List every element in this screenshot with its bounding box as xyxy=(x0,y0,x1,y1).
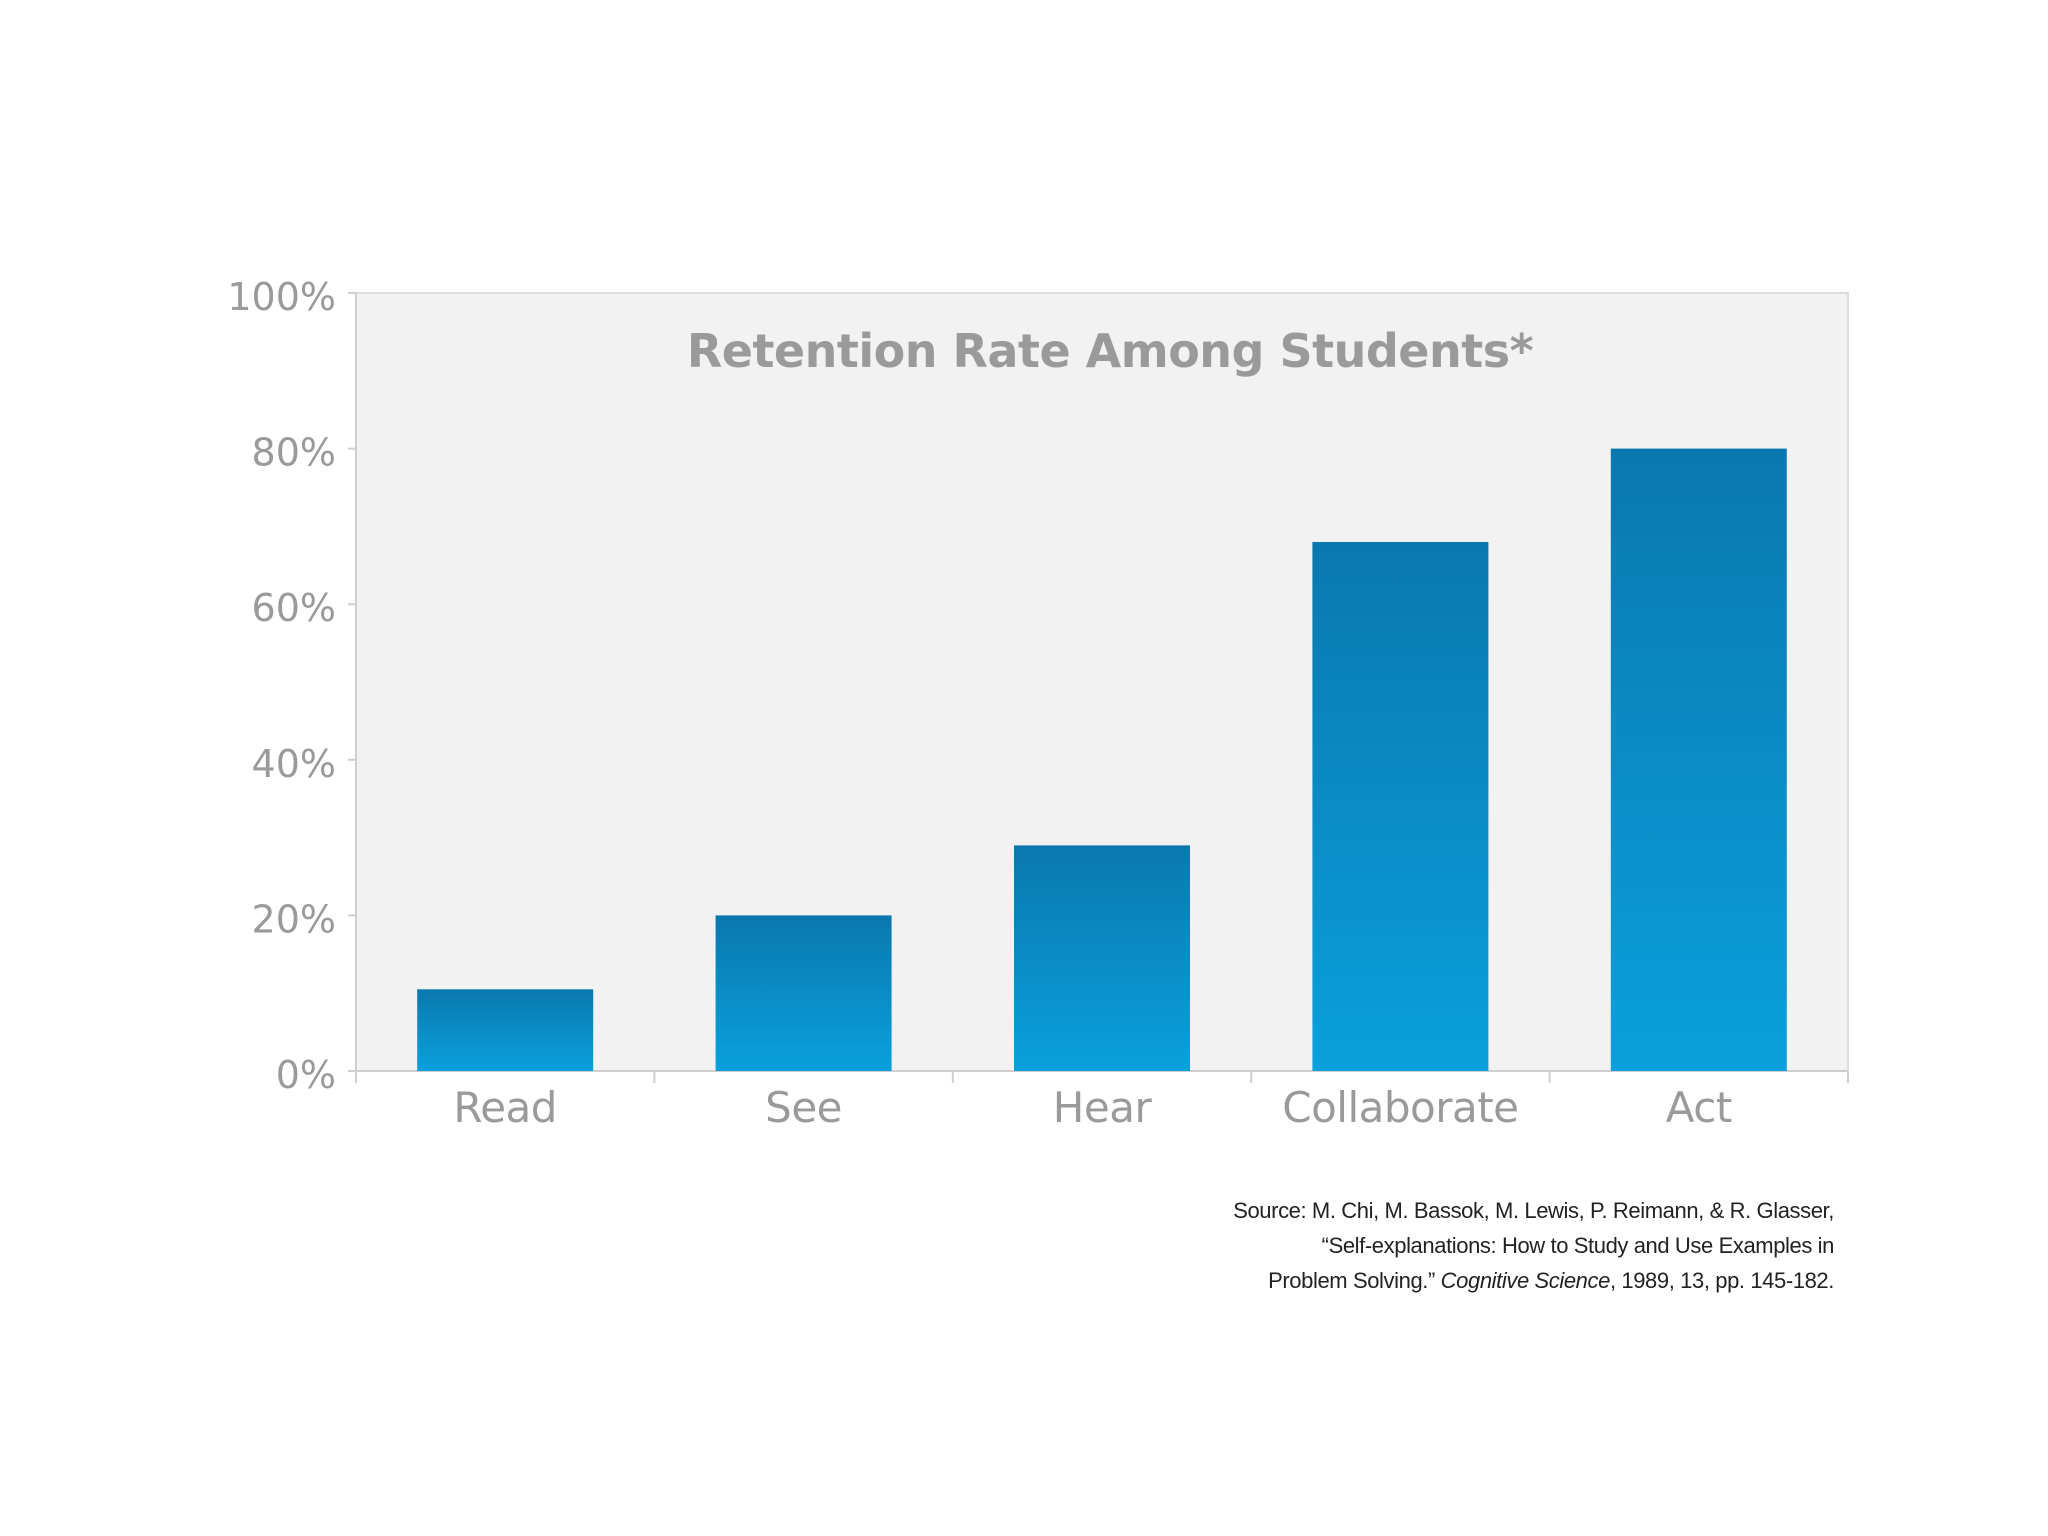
source-line-3-prefix: Problem Solving.” xyxy=(1268,1268,1435,1293)
y-axis: 0% 20% 40% 60% 80% 100% xyxy=(227,275,357,1097)
source-line-3: Problem Solving.” Cognitive Science, 198… xyxy=(1060,1263,1834,1298)
bar-series xyxy=(417,448,1787,1072)
x-tick-label-act: Act xyxy=(1666,1083,1732,1132)
y-tick-label: 0% xyxy=(276,1053,336,1097)
bar-see xyxy=(715,915,892,1071)
y-tick-label: 100% xyxy=(227,275,336,319)
y-tick-label: 20% xyxy=(252,897,336,941)
bar-hear xyxy=(1014,845,1190,1071)
source-line-1: Source: M. Chi, M. Bassok, M. Lewis, P. … xyxy=(1233,1198,1834,1223)
y-tick-label: 80% xyxy=(252,431,336,475)
bar-collaborate xyxy=(1312,541,1489,1071)
y-tick-label: 40% xyxy=(252,742,336,786)
x-tick-label-see: See xyxy=(765,1083,842,1132)
bar-read xyxy=(417,989,594,1071)
x-tick-label-read: Read xyxy=(453,1083,557,1132)
x-tick-labels: Read See Hear Collaborate Act xyxy=(453,1083,1732,1132)
source-line-2: “Self-explanations: How to Study and Use… xyxy=(1321,1233,1835,1258)
source-citation: Source: M. Chi, M. Bassok, M. Lewis, P. … xyxy=(1060,1193,1834,1298)
chart-title: Retention Rate Among Students* xyxy=(687,324,1534,378)
x-tick-label-hear: Hear xyxy=(1053,1083,1153,1132)
x-tick-label-collaborate: Collaborate xyxy=(1282,1083,1518,1132)
source-line-3-suffix: , 1989, 13, pp. 145-182. xyxy=(1609,1268,1834,1293)
source-journal: Cognitive Science xyxy=(1440,1268,1611,1293)
y-tick-label: 60% xyxy=(252,586,336,630)
bar-act xyxy=(1610,448,1787,1072)
x-axis xyxy=(355,1070,1849,1083)
